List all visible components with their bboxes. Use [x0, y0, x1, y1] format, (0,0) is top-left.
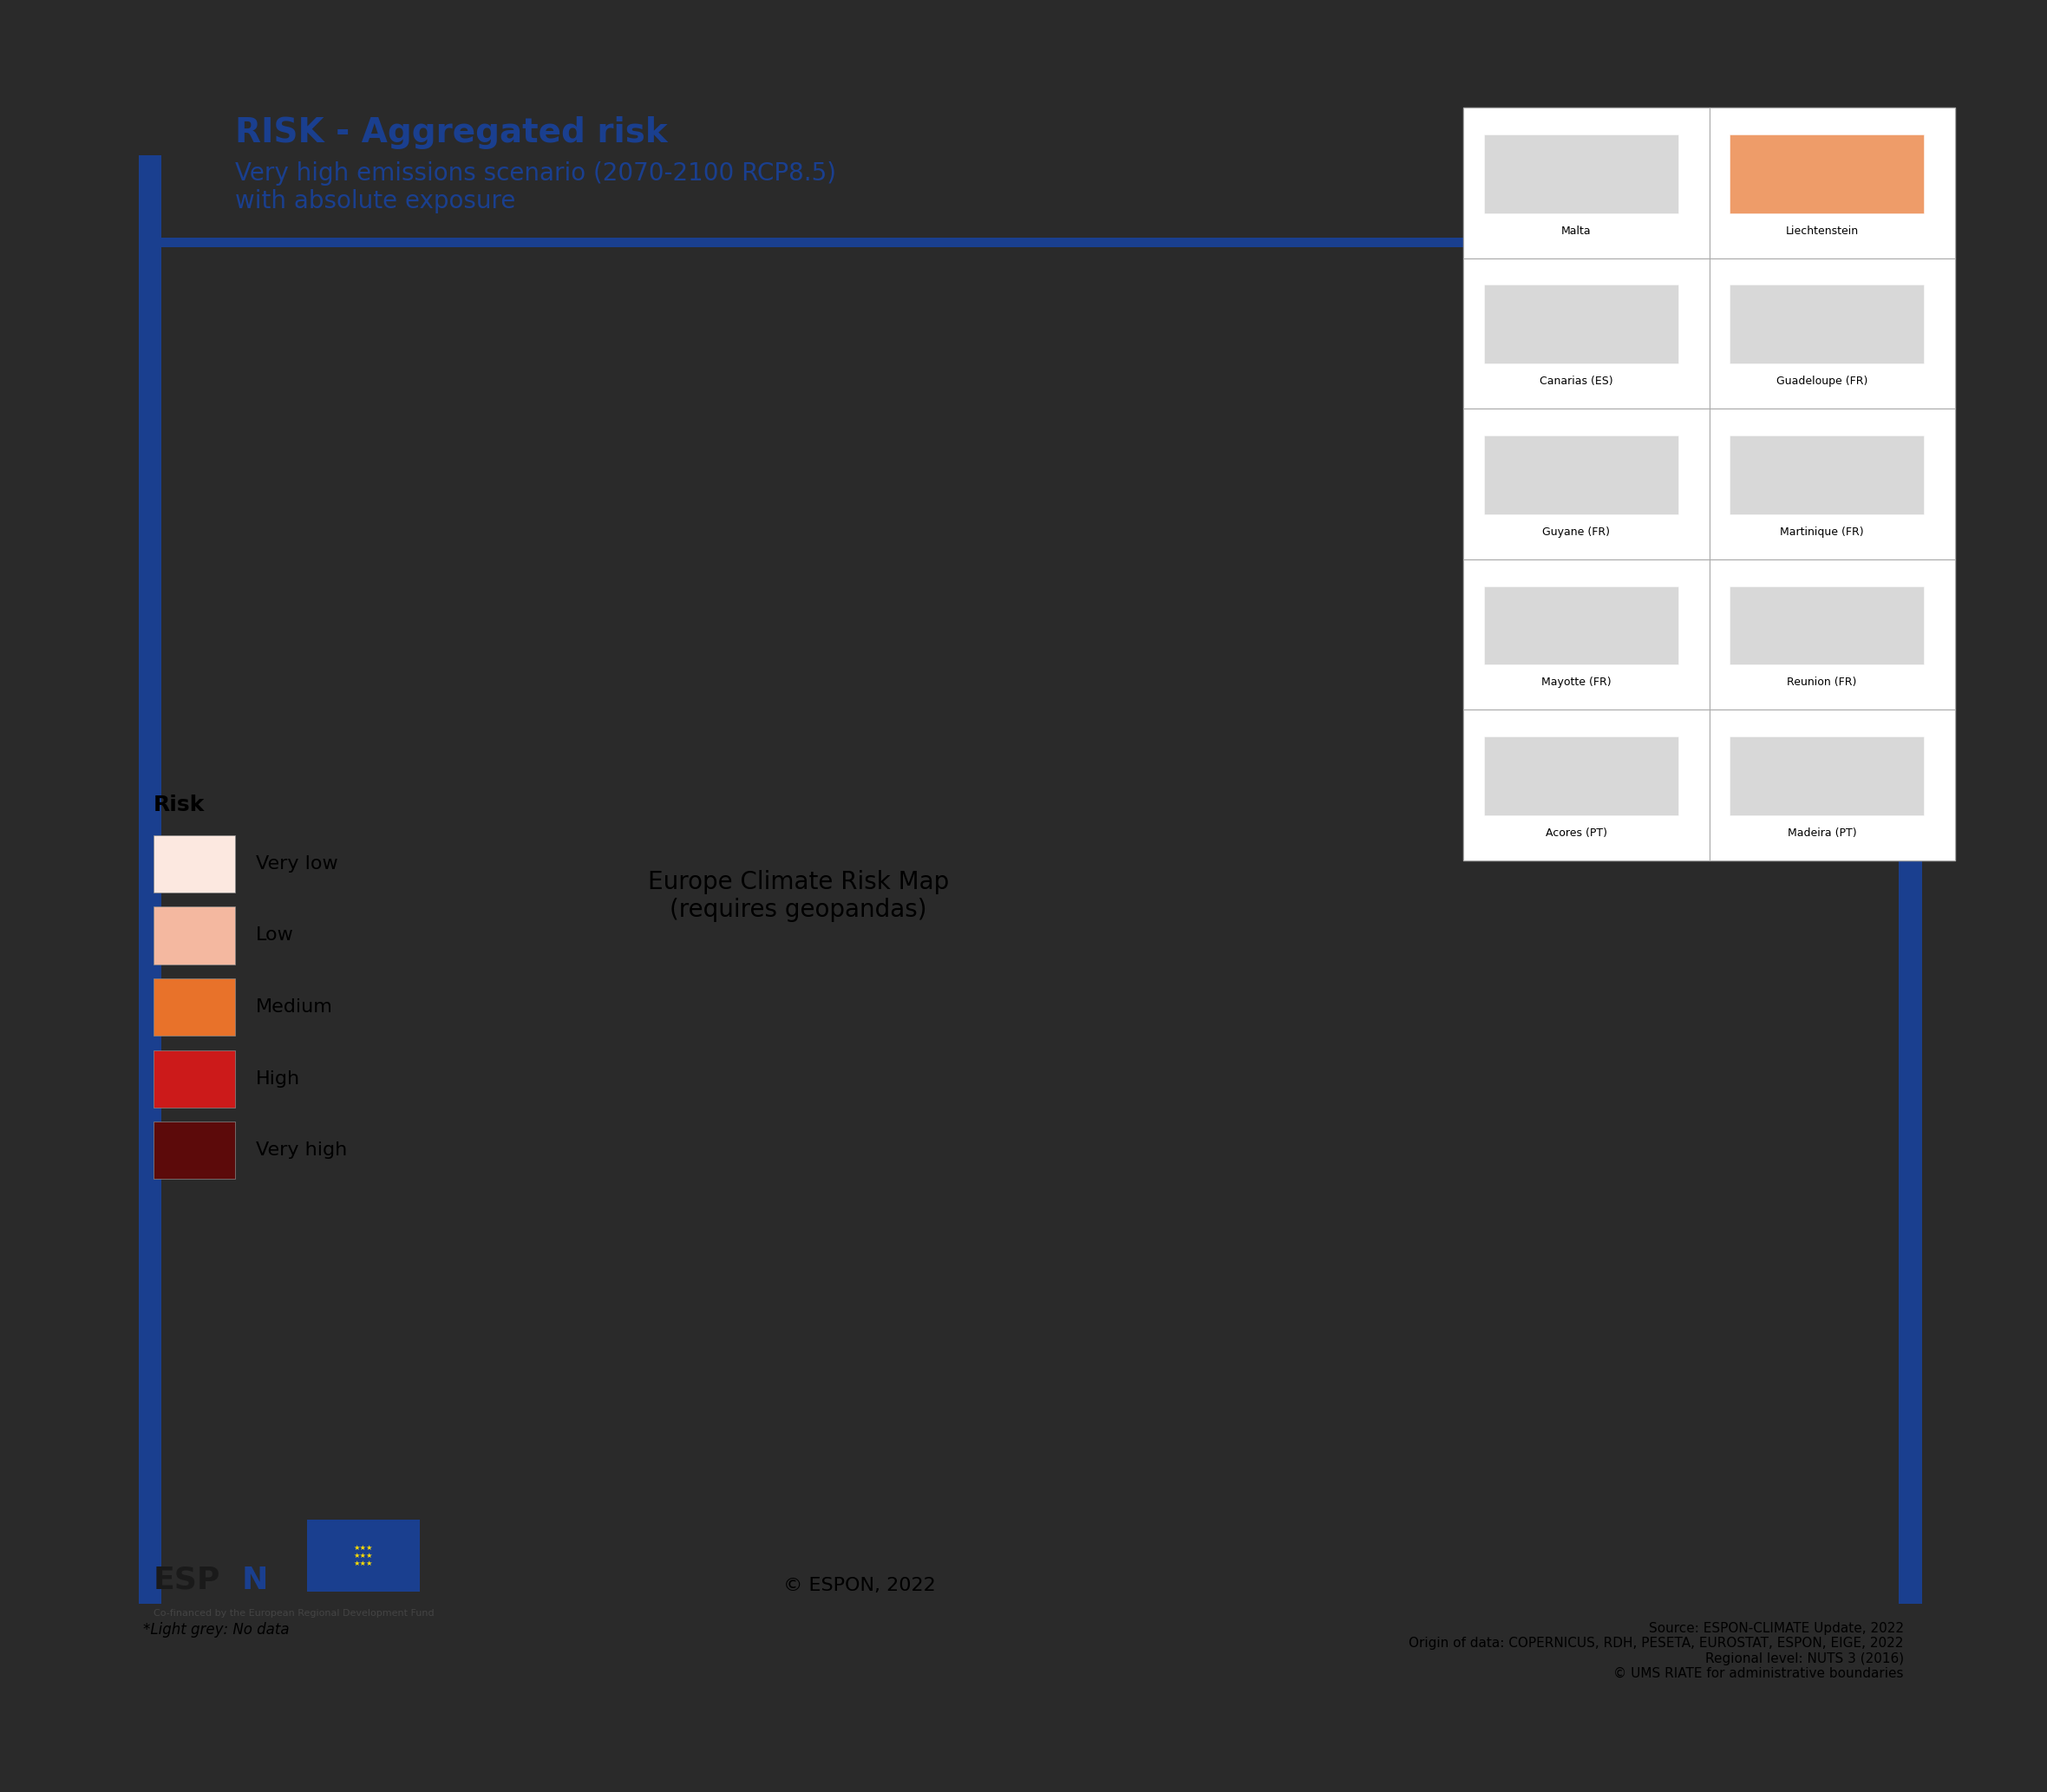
Text: Martinique (FR): Martinique (FR): [1781, 527, 1863, 538]
Bar: [1730, 737, 1924, 815]
Bar: [1730, 134, 1924, 213]
FancyBboxPatch shape: [154, 835, 235, 892]
FancyBboxPatch shape: [154, 978, 235, 1036]
Bar: [1464, 409, 1709, 559]
Text: Canarias (ES): Canarias (ES): [1539, 376, 1613, 387]
Bar: [1709, 258, 1955, 409]
Text: Very high: Very high: [256, 1142, 348, 1159]
Text: Malta: Malta: [1562, 226, 1591, 237]
Text: Medium: Medium: [256, 998, 334, 1016]
Bar: [1464, 108, 1709, 258]
Text: Reunion (FR): Reunion (FR): [1787, 677, 1857, 688]
FancyBboxPatch shape: [154, 1122, 235, 1179]
Bar: [1730, 435, 1924, 514]
Text: Co-financed by the European Regional Development Fund: Co-financed by the European Regional Dev…: [154, 1609, 434, 1618]
Bar: [1709, 559, 1955, 710]
Bar: [307, 1520, 420, 1591]
Text: Low: Low: [256, 926, 295, 944]
Bar: [1709, 108, 1955, 258]
Text: ★★★
★★★
★★★: ★★★ ★★★ ★★★: [354, 1543, 373, 1568]
Text: Source: ESPON-CLIMATE Update, 2022
Origin of data: COPERNICUS, RDH, PESETA, EURO: Source: ESPON-CLIMATE Update, 2022 Origi…: [1408, 1622, 1904, 1681]
Bar: [1464, 710, 1709, 860]
Text: N: N: [242, 1566, 268, 1595]
Bar: [139, 154, 162, 1536]
Bar: [1484, 435, 1679, 514]
Bar: [1730, 285, 1924, 364]
Bar: [139, 1469, 162, 1604]
Bar: [1464, 258, 1709, 409]
Bar: [1464, 559, 1709, 710]
Bar: [1484, 586, 1679, 665]
Text: High: High: [256, 1070, 301, 1088]
Text: Europe Climate Risk Map
(requires geopandas): Europe Climate Risk Map (requires geopan…: [647, 869, 950, 923]
Text: Very high emissions scenario (2070-2100 RCP8.5)
with absolute exposure: Very high emissions scenario (2070-2100 …: [235, 161, 837, 213]
Bar: [1730, 586, 1924, 665]
Text: Mayotte (FR): Mayotte (FR): [1541, 677, 1611, 688]
Bar: [1709, 409, 1955, 559]
Text: © ESPON, 2022: © ESPON, 2022: [784, 1577, 935, 1595]
Text: Guadeloupe (FR): Guadeloupe (FR): [1777, 376, 1867, 387]
Bar: [1484, 737, 1679, 815]
Text: RISK - Aggregated risk: RISK - Aggregated risk: [235, 116, 667, 149]
Text: *Light grey: No data: *Light grey: No data: [143, 1622, 289, 1638]
Bar: [1709, 710, 1955, 860]
FancyBboxPatch shape: [154, 907, 235, 964]
Bar: [1900, 222, 1922, 1604]
Text: ESP: ESP: [154, 1566, 221, 1595]
Text: Madeira (PT): Madeira (PT): [1787, 828, 1857, 839]
Bar: [1464, 108, 1955, 860]
Text: Risk: Risk: [154, 794, 205, 815]
Bar: [139, 237, 1908, 247]
FancyBboxPatch shape: [154, 1050, 235, 1107]
Text: Acores (PT): Acores (PT): [1545, 828, 1607, 839]
Bar: [1484, 285, 1679, 364]
Text: Guyane (FR): Guyane (FR): [1541, 527, 1611, 538]
Text: Very low: Very low: [256, 855, 338, 873]
Bar: [1484, 134, 1679, 213]
Text: Liechtenstein: Liechtenstein: [1785, 226, 1859, 237]
